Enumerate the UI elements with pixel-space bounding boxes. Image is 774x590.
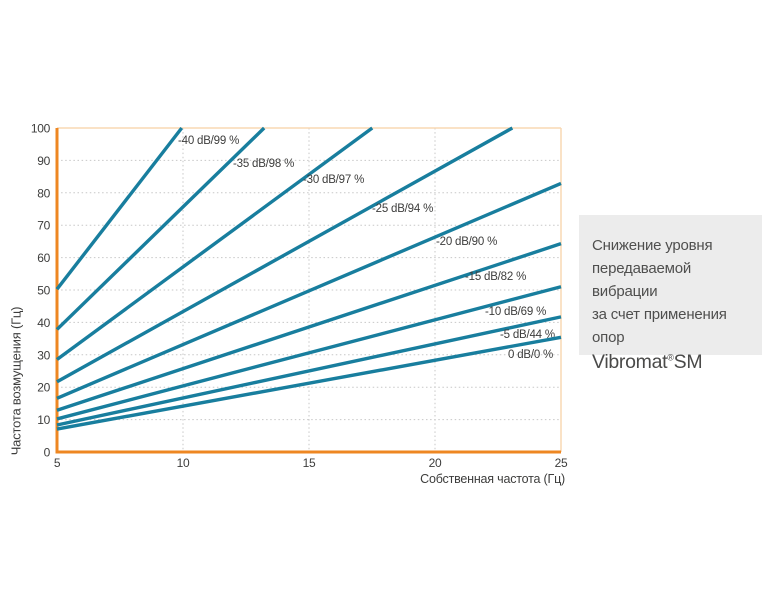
series-line — [56, 335, 562, 431]
y-tick-label: 80 — [37, 186, 50, 200]
x-tick-label: 20 — [429, 456, 442, 470]
series-line — [56, 242, 562, 412]
y-tick-label: 10 — [37, 413, 50, 427]
info-line: Снижение уровня — [592, 237, 713, 254]
x-axis-title: Собственная частота (Гц) — [420, 472, 565, 486]
series-label: -30 dB/97 % — [303, 174, 364, 186]
info-line: за счет применения опор — [592, 306, 727, 346]
y-tick-label: 100 — [31, 122, 51, 136]
y-axis-title: Частота возмущения (Гц) — [8, 306, 24, 456]
series-label: -5 dB/44 % — [500, 329, 555, 341]
y-tick-label: 40 — [37, 316, 50, 330]
series-label: -25 dB/94 % — [372, 203, 433, 215]
series-label: -15 dB/82 % — [465, 271, 526, 283]
series-label: -35 dB/98 % — [233, 158, 294, 170]
series-line — [55, 126, 184, 291]
y-tick-label: 30 — [37, 348, 50, 362]
series-line — [55, 126, 374, 361]
series-label: -40 dB/99 % — [178, 135, 239, 147]
series-label: -20 dB/90 % — [436, 236, 497, 248]
x-tick-label: 15 — [303, 456, 316, 470]
series-line — [56, 285, 562, 421]
x-tick-label: 25 — [555, 456, 568, 470]
y-tick-label: 70 — [37, 219, 50, 233]
brand-prefix: Vibromat — [592, 351, 668, 373]
x-tick-label: 5 — [54, 456, 61, 470]
series-label: -10 dB/69 % — [485, 306, 546, 318]
series-line — [56, 315, 562, 427]
series-line — [56, 181, 562, 400]
brand-name: Vibromat®SM — [592, 349, 750, 375]
y-tick-label: 90 — [37, 154, 50, 168]
info-box: Снижение уровня передаваемой вибрации за… — [579, 215, 762, 373]
y-tick-label: 50 — [37, 284, 50, 298]
registered-mark-icon: ® — [667, 352, 674, 363]
series-line — [56, 126, 514, 384]
x-tick-label: 10 — [177, 456, 190, 470]
vibration-isolation-chart: -40 dB/99 % -35 dB/98 % -30 dB/97 % -25 dB/… — [31, 122, 568, 471]
y-tick-label: 0 — [44, 446, 51, 460]
info-line: передаваемой вибрации — [592, 260, 692, 300]
y-tick-label: 60 — [37, 251, 50, 265]
brand-suffix: SM — [673, 351, 703, 373]
y-tick-label: 20 — [37, 381, 50, 395]
series-line — [55, 126, 266, 331]
series-label: 0 dB/0 % — [508, 349, 553, 361]
